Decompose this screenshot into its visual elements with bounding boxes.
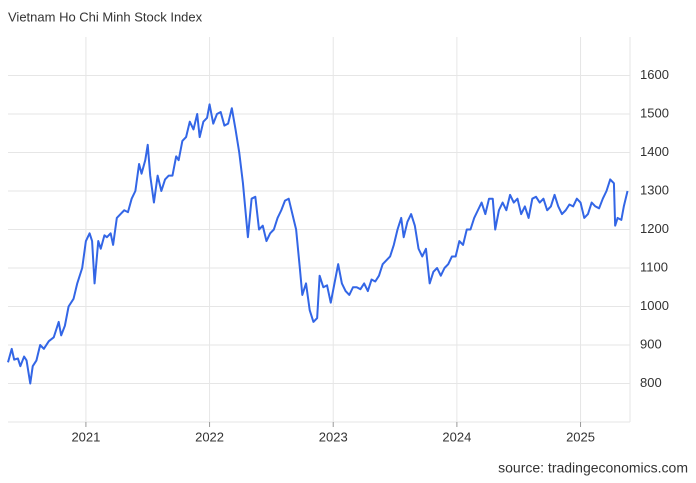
x-tick-label: 2021 (71, 429, 100, 444)
y-tick-label: 1500 (640, 105, 669, 120)
chart-title: Vietnam Ho Chi Minh Stock Index (8, 9, 203, 24)
index-line (7, 103, 629, 385)
y-tick-label: 1400 (640, 144, 669, 159)
y-tick-label: 1000 (640, 298, 669, 313)
y-tick-label: 1200 (640, 221, 669, 236)
x-tick-label: 2023 (319, 429, 348, 444)
y-tick-label: 1100 (640, 259, 668, 274)
source-note: source: tradingeconomics.com (498, 460, 688, 476)
x-tick-label: 2025 (566, 429, 595, 444)
x-tick-label: 2022 (195, 429, 224, 444)
y-tick-label: 800 (640, 375, 662, 390)
y-tick-label: 900 (640, 336, 662, 351)
x-tick-label: 2024 (442, 429, 471, 444)
y-tick-label: 1300 (640, 182, 669, 197)
y-tick-label: 1600 (640, 67, 669, 82)
